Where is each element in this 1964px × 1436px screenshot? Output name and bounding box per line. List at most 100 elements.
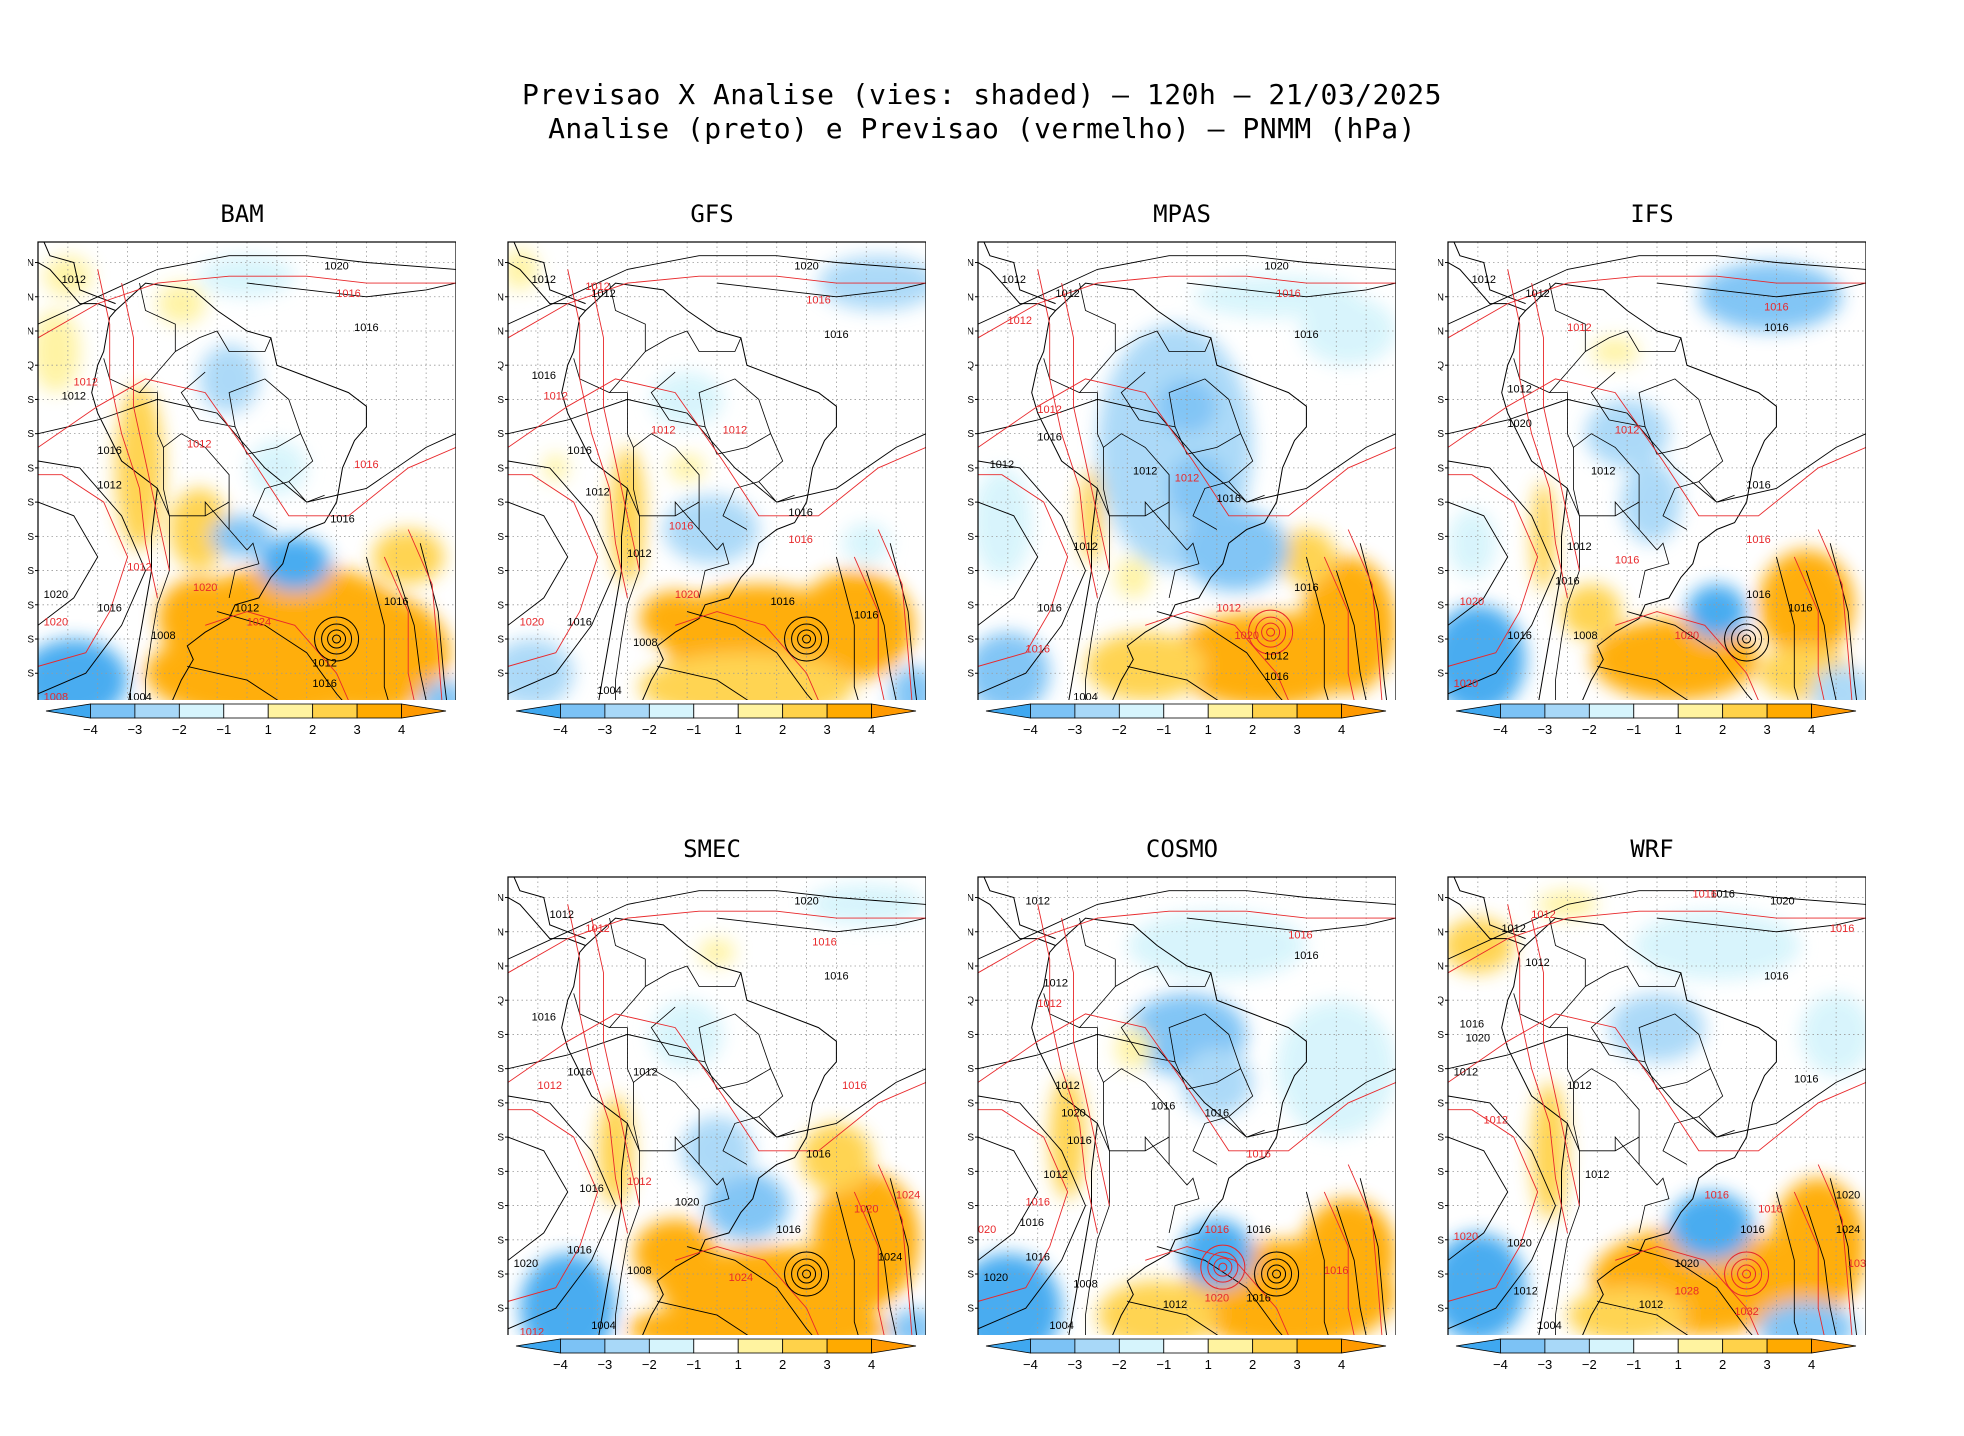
colorbar-segment — [223, 703, 269, 719]
lat-tick-label: 45S — [498, 669, 504, 680]
colorbar: −4 −3 −2 −1 1 2 3 4 — [45, 703, 447, 737]
colorbar-segment — [1118, 703, 1165, 719]
colorbar-segment — [1207, 1338, 1254, 1354]
colorbar-label: 4 — [868, 722, 875, 737]
colorbar-label: −4 — [1023, 1357, 1038, 1372]
forecast-contour-label: 1012 — [1217, 603, 1241, 615]
colorbar-segment — [1811, 703, 1857, 719]
colorbar-segment — [1766, 1338, 1812, 1354]
bias-shading — [651, 372, 723, 427]
analysis-contour-label: 1016 — [1246, 1224, 1270, 1236]
lat-tick-label: 10S — [1438, 1064, 1444, 1075]
lat-tick-label: EQ — [968, 361, 974, 372]
colorbar-label: −3 — [1067, 722, 1082, 737]
bias-shading — [842, 522, 891, 564]
lat-tick-label: 20S — [498, 498, 504, 509]
lat-tick-label: 5N — [968, 326, 974, 337]
analysis-contour-label: 1016 — [532, 1012, 556, 1024]
colorbar-label: −1 — [1156, 1357, 1171, 1372]
panel-title: SMEC — [683, 835, 741, 863]
lat-tick-label: 45S — [1438, 669, 1444, 680]
lat-tick-label: EQ — [498, 361, 504, 372]
forecast-isobar — [675, 611, 819, 700]
forecast-contour-label: 1016 — [1830, 923, 1854, 935]
forecast-contour-label: 1012 — [538, 1080, 562, 1092]
analysis-isobar — [1805, 1205, 1837, 1335]
analysis-contour-label: 1012 — [1055, 1080, 1079, 1092]
forecast-contour-label: 1016 — [842, 1080, 866, 1092]
analysis-isobar — [1775, 1191, 1799, 1335]
colorbar-label: −3 — [597, 722, 612, 737]
colorbar-segment — [1455, 1338, 1501, 1354]
analysis-isobar — [835, 1191, 859, 1335]
forecast-contour-label: 1012 — [1037, 998, 1061, 1010]
forecast-contour-label: 1024 — [729, 1272, 753, 1284]
forecast-contour-label: 1012 — [1037, 404, 1061, 416]
analysis-contour-label: 1016 — [1710, 889, 1734, 901]
forecast-contour-label: 1016 — [354, 459, 378, 471]
analysis-contour-label: 1004 — [1537, 1320, 1561, 1332]
forecast-contour-label: 1012 — [520, 1327, 544, 1335]
colorbar-segment — [1677, 703, 1724, 719]
panel-title: WRF — [1630, 835, 1674, 863]
analysis-contour-label: 1008 — [1073, 1279, 1097, 1291]
colorbar-segment — [648, 1338, 695, 1354]
lat-tick-label: 15S — [498, 463, 504, 474]
forecast-isobar — [591, 918, 640, 1206]
analysis-contour-label: 1012 — [990, 459, 1014, 471]
forecast-isobar — [1448, 275, 1866, 339]
analysis-contour-label: 1016 — [567, 445, 591, 457]
bias-shading — [1561, 584, 1622, 640]
lat-tick-label: 15S — [968, 1098, 974, 1109]
colorbar-segment — [134, 703, 180, 719]
lat-tick-label: 30S — [968, 566, 974, 577]
forecast-contour-label: 1004 — [1454, 1333, 1478, 1335]
forecast-contour-label: 1012 — [544, 390, 568, 402]
colorbar-label: −2 — [642, 722, 657, 737]
lat-tick-label: 10S — [968, 429, 974, 440]
lat-tick-label: 15N — [1438, 258, 1444, 269]
analysis-contour-label: 1016 — [1555, 575, 1579, 587]
lat-tick-label: 15S — [1438, 1098, 1444, 1109]
analysis-contour-label: 1012 — [591, 288, 615, 300]
figure-title-line1: Previsao X Analise (vies: shaded) – 120h… — [522, 78, 1442, 111]
analysis-contour-label: 1020 — [675, 1197, 699, 1209]
colorbar-label: 3 — [1763, 722, 1770, 737]
colorbar-segment — [356, 703, 402, 719]
colorbar-segment — [1455, 703, 1501, 719]
colorbar-segment — [1811, 1338, 1857, 1354]
colorbar-segment — [1544, 1338, 1590, 1354]
forecast-isobar — [675, 1246, 819, 1335]
forecast-contour-label: 1012 — [1615, 425, 1639, 437]
low-pressure-center — [1248, 609, 1294, 655]
analysis-isobar — [978, 460, 1086, 695]
lat-tick-label: 45S — [968, 669, 974, 680]
panel-bam: BAM 1020 1012 1016 1012 1016 1012 1016 1012 1020 1… — [28, 200, 456, 760]
colorbar-label: 2 — [1249, 1357, 1256, 1372]
colorbar-label: −1 — [686, 722, 701, 737]
analysis-contour-label: 1012 — [1043, 1169, 1067, 1181]
forecast-isobar — [1347, 1164, 1383, 1335]
lat-tick-label: 35S — [1438, 1235, 1444, 1246]
colorbar: −4 −3 −2 −1 1 2 3 4 — [1455, 703, 1857, 737]
analysis-contour-label: 1008 — [151, 630, 175, 642]
colorbar-segment — [1163, 1338, 1209, 1354]
analysis-contour-label: 1016 — [1020, 1217, 1044, 1229]
bias-shading — [1812, 666, 1866, 700]
colorbar-label: 1 — [735, 722, 742, 737]
colorbar-label: −4 — [1493, 722, 1508, 737]
lat-tick-label: 5N — [498, 326, 504, 337]
analysis-isobar — [1805, 570, 1837, 700]
analysis-contour-label: 1016 — [1264, 671, 1288, 683]
low-pressure-center — [1254, 1251, 1300, 1297]
analysis-contour-label: 1012 — [1454, 1067, 1478, 1079]
lat-tick-label: 15N — [28, 258, 34, 269]
colorbar-label: 4 — [1808, 722, 1815, 737]
analysis-isobar — [1597, 665, 1689, 700]
bias-shading — [1169, 454, 1229, 523]
lat-tick-label: 30S — [28, 566, 34, 577]
colorbar-label: 3 — [1293, 1357, 1300, 1372]
lat-tick-label: 5N — [28, 326, 34, 337]
analysis-contour-label: 1016 — [776, 1224, 800, 1236]
forecast-isobar — [978, 474, 1069, 667]
